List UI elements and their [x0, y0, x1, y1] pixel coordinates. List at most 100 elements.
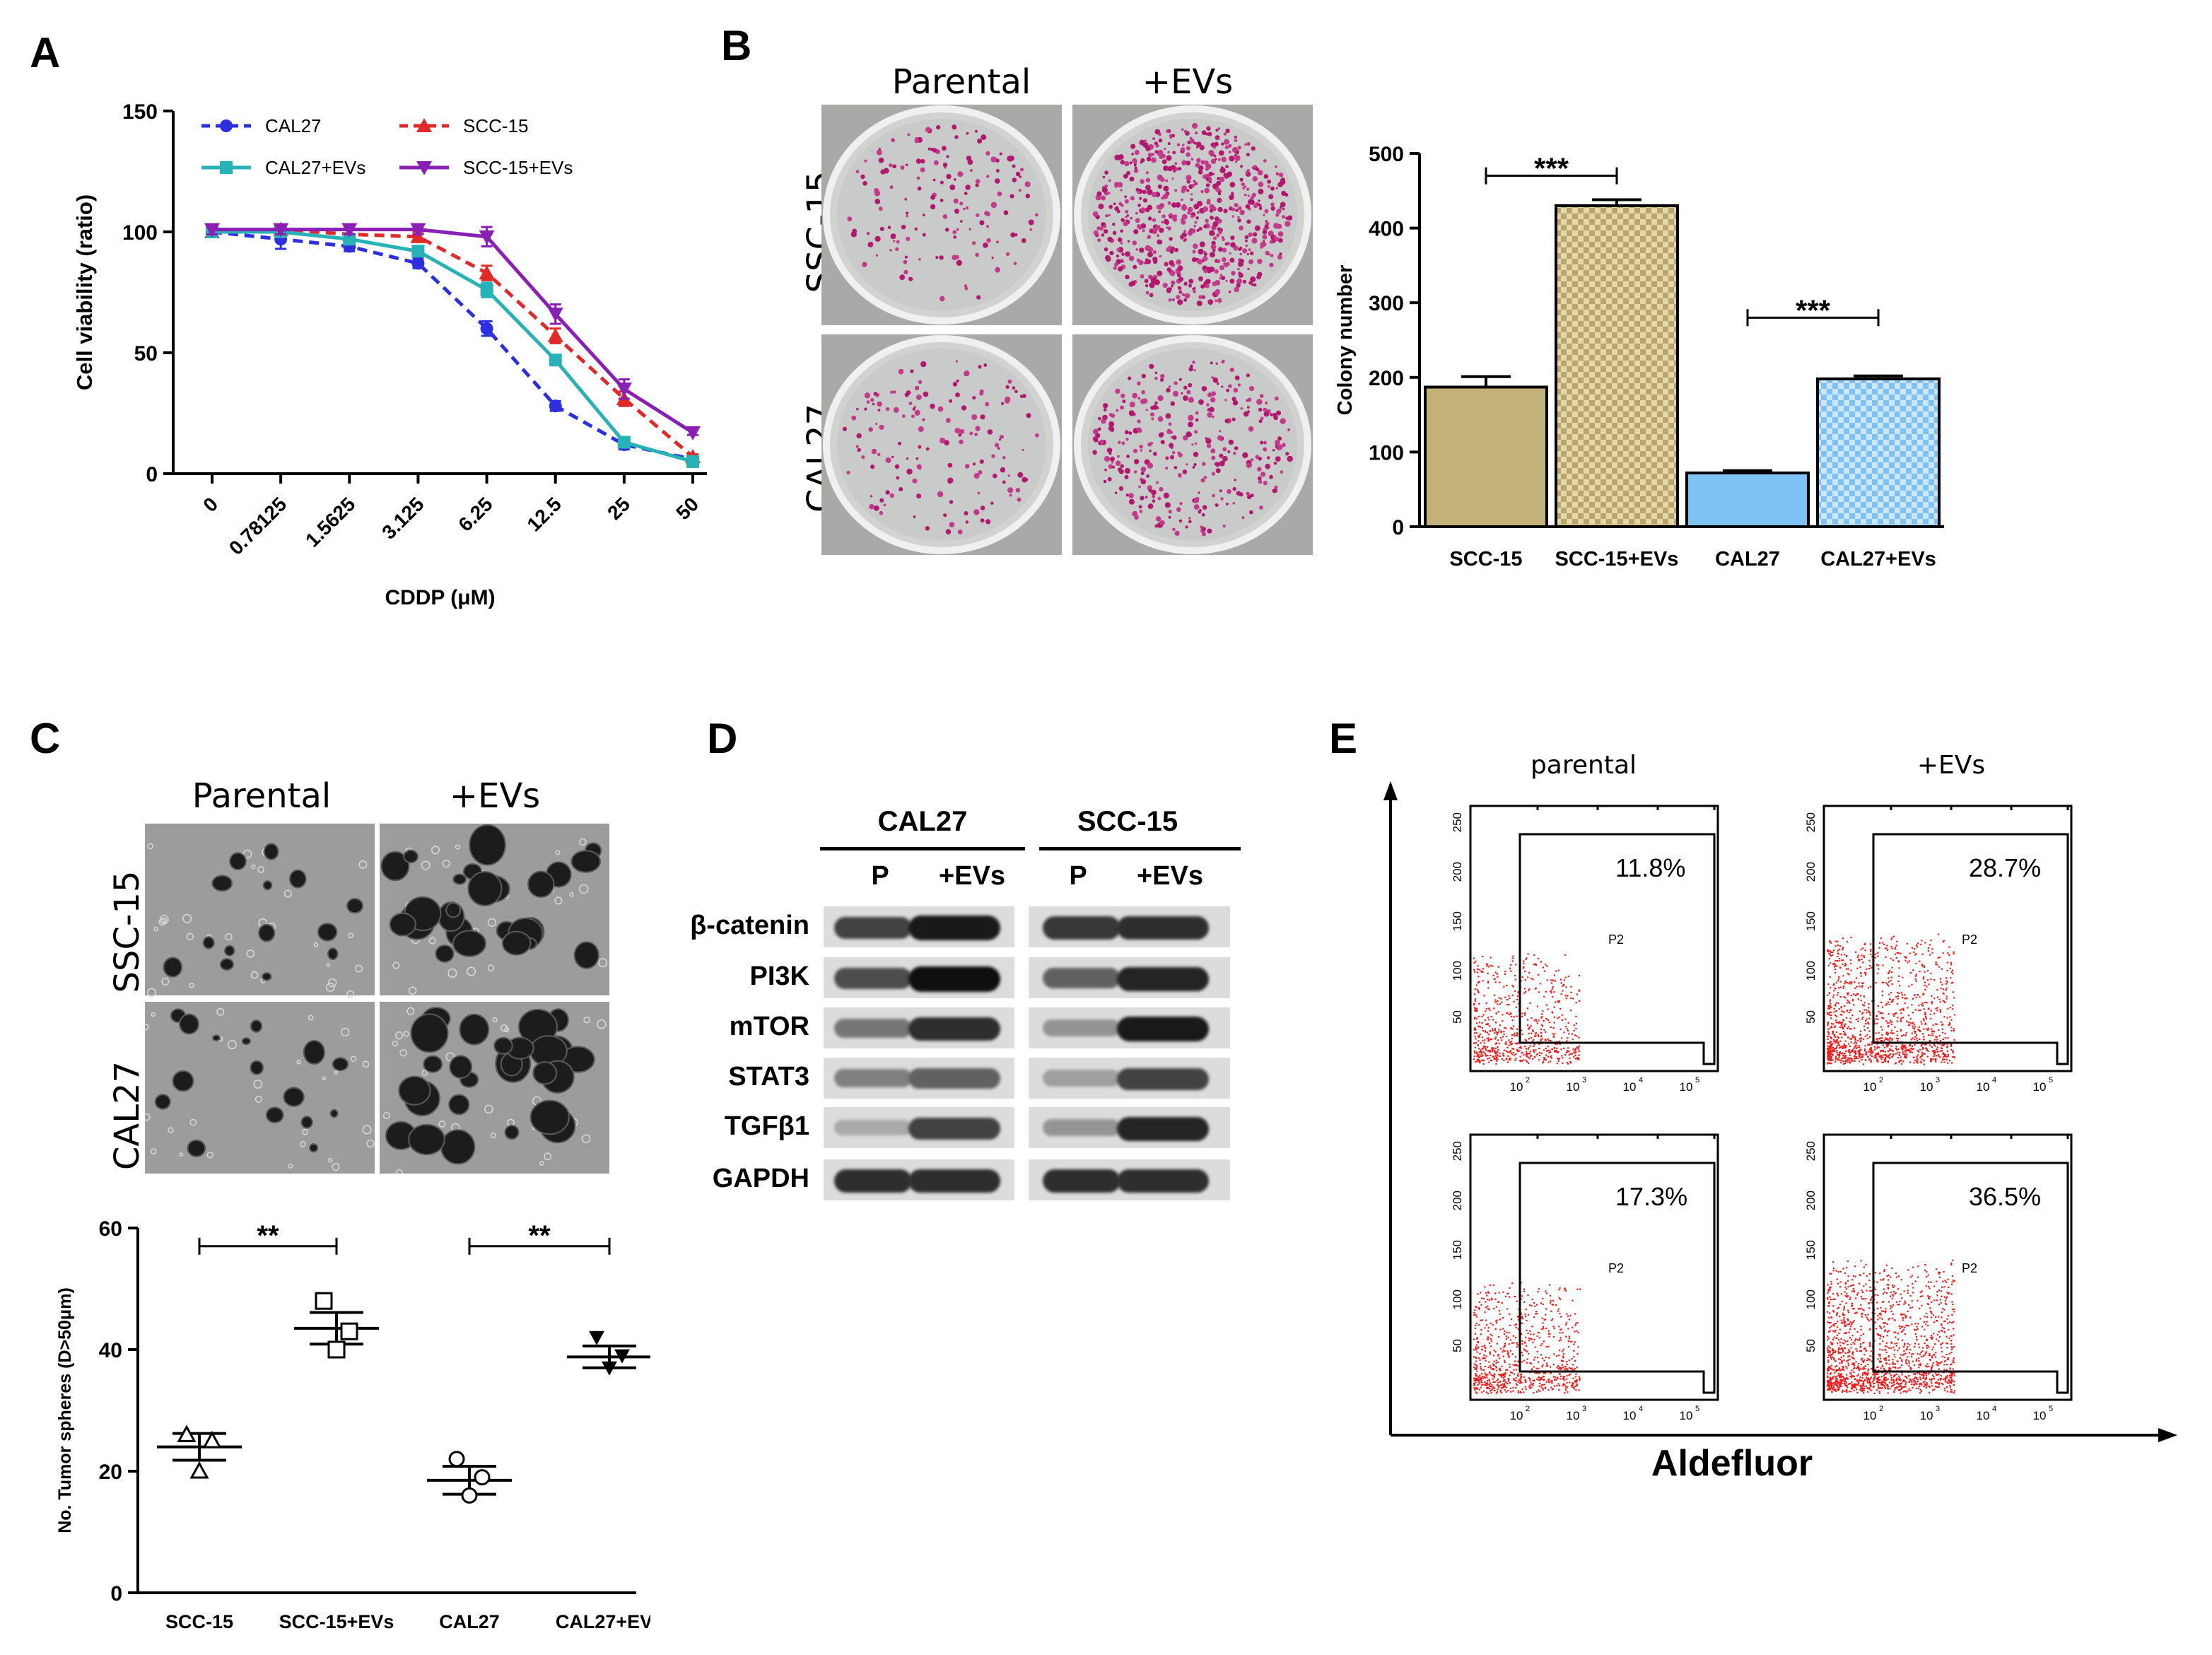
colony	[1145, 171, 1149, 175]
event-dot	[1548, 1381, 1550, 1384]
colony	[915, 457, 919, 460]
colony	[1188, 283, 1192, 288]
event-dot	[1541, 1366, 1543, 1368]
panel-letter-b: B	[721, 22, 752, 69]
colony	[1179, 502, 1183, 505]
event-dot	[1905, 1057, 1907, 1059]
event-dot	[1827, 1383, 1829, 1385]
x-tick-exponent: 5	[2049, 1076, 2053, 1084]
colony	[1116, 409, 1119, 412]
bar	[1555, 204, 1679, 528]
event-dot	[1915, 1387, 1918, 1390]
event-dot	[1550, 1319, 1553, 1321]
event-dot	[1533, 1359, 1535, 1361]
event-dot	[1851, 981, 1853, 983]
event-dot	[1943, 1052, 1945, 1055]
event-dot	[1859, 966, 1861, 969]
colony	[1209, 204, 1215, 209]
event-dot	[1475, 1364, 1477, 1367]
colony	[1268, 194, 1274, 199]
x-tick-label: 10	[1863, 1080, 1877, 1094]
event-dot	[1506, 1058, 1508, 1060]
event-dot	[1543, 1328, 1545, 1330]
event-dot	[1577, 1346, 1579, 1348]
event-dot	[1578, 1036, 1580, 1039]
event-dot	[1516, 1343, 1518, 1345]
colony	[907, 133, 911, 136]
data-point	[461, 1487, 478, 1504]
event-dot	[1474, 971, 1476, 973]
x-tick-label: 10	[1623, 1409, 1637, 1422]
colony	[975, 252, 979, 257]
event-dot	[1839, 1052, 1841, 1054]
event-dot	[1504, 996, 1506, 998]
event-dot	[1531, 1298, 1533, 1301]
y-tick-label: 150	[1451, 1240, 1464, 1260]
event-dot	[1575, 1381, 1577, 1384]
event-dot	[1514, 1337, 1516, 1339]
colony	[889, 185, 894, 189]
event-dot	[1924, 984, 1926, 986]
event-dot	[1489, 1371, 1491, 1373]
event-dot	[1869, 943, 1872, 945]
data-point	[547, 328, 563, 343]
colony	[1269, 474, 1273, 479]
event-dot	[1829, 1000, 1831, 1002]
colony	[1234, 286, 1239, 293]
event-dot	[1484, 1345, 1486, 1347]
event-dot	[1873, 1046, 1875, 1048]
event-dot	[1831, 1027, 1833, 1029]
colony	[1171, 298, 1176, 302]
event-dot	[1882, 1044, 1884, 1046]
event-dot	[1508, 1013, 1510, 1016]
event-dot	[1840, 1060, 1842, 1062]
colony	[1287, 428, 1291, 432]
event-dot	[1919, 1048, 1921, 1051]
event-dot	[1854, 1038, 1856, 1040]
event-dot	[1507, 1354, 1509, 1356]
event-dot	[1543, 995, 1545, 998]
colony	[906, 457, 908, 460]
event-dot	[1560, 982, 1562, 984]
event-dot	[1495, 1056, 1497, 1058]
colony	[1246, 373, 1250, 378]
event-dot	[1892, 1359, 1894, 1361]
colony	[890, 233, 896, 240]
event-dot	[1936, 1036, 1938, 1039]
event-dot	[1533, 1392, 1535, 1394]
event-dot	[1842, 947, 1844, 949]
colony	[1267, 456, 1270, 460]
event-dot	[1845, 1332, 1847, 1334]
event-dot	[1473, 1032, 1476, 1034]
event-dot	[1542, 1062, 1544, 1064]
event-dot	[1837, 1002, 1839, 1005]
event-dot	[1864, 942, 1866, 945]
event-dot	[1498, 1386, 1500, 1388]
colony	[972, 462, 976, 466]
event-dot	[1847, 968, 1849, 970]
event-dot	[1921, 965, 1924, 967]
event-dot	[1576, 1330, 1578, 1332]
event-dot	[1574, 1341, 1576, 1343]
event-dot	[1559, 1367, 1562, 1369]
colony	[903, 259, 908, 264]
colony	[1104, 185, 1108, 188]
colony	[1186, 152, 1190, 157]
tumor-sphere	[452, 930, 486, 957]
colony	[1133, 470, 1137, 474]
event-dot	[1946, 1043, 1948, 1045]
colony	[1145, 409, 1148, 411]
colony	[1267, 180, 1271, 184]
event-dot	[1538, 1047, 1540, 1050]
colony	[925, 527, 929, 530]
event-dot	[1549, 1294, 1552, 1297]
colony	[937, 491, 944, 498]
panel-letter-c: C	[30, 715, 61, 762]
colony	[1105, 214, 1108, 218]
event-dot	[1834, 1051, 1836, 1053]
event-dot	[1529, 1384, 1531, 1386]
event-dot	[1568, 1367, 1571, 1369]
colony	[995, 267, 1000, 273]
event-dot	[1844, 1056, 1847, 1058]
event-dot	[1842, 1379, 1844, 1381]
